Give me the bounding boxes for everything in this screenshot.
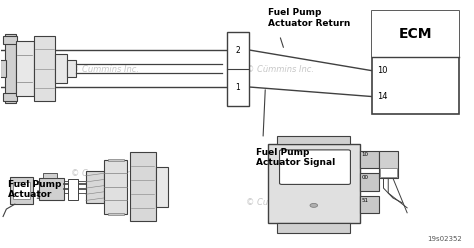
Text: 10: 10 — [361, 152, 368, 157]
Bar — [86, 171, 104, 203]
Bar — [55, 54, 67, 83]
Bar — [38, 178, 64, 200]
Bar — [108, 213, 124, 215]
Text: 00: 00 — [361, 176, 368, 181]
Bar — [130, 152, 156, 221]
Bar — [360, 195, 379, 213]
Text: 51: 51 — [361, 198, 368, 203]
Bar — [268, 144, 360, 223]
Bar — [43, 173, 57, 178]
Bar — [156, 167, 167, 207]
Bar — [10, 177, 33, 204]
Circle shape — [310, 203, 318, 207]
Bar — [277, 136, 350, 144]
Text: © Cummins Inc.: © Cummins Inc. — [246, 198, 313, 207]
Text: Fuel Pump
Actuator Return: Fuel Pump Actuator Return — [268, 8, 350, 28]
Text: © Cummins Inc.: © Cummins Inc. — [71, 65, 139, 74]
Bar — [12, 182, 30, 199]
Bar — [108, 158, 124, 161]
Text: © Cummins Inc.: © Cummins Inc. — [71, 169, 139, 178]
FancyBboxPatch shape — [280, 150, 350, 185]
Bar — [379, 151, 398, 178]
Text: 2: 2 — [35, 181, 39, 186]
Bar — [68, 180, 78, 200]
Text: Fuel Pump
Actuator: Fuel Pump Actuator — [8, 180, 61, 199]
Bar — [67, 60, 76, 77]
Bar — [16, 41, 34, 96]
Bar — [227, 31, 249, 105]
Bar — [2, 93, 17, 101]
Bar — [360, 151, 379, 168]
Bar — [5, 34, 16, 103]
Bar — [104, 160, 128, 214]
Text: 14: 14 — [377, 92, 388, 101]
Text: © Cümmins Inc.: © Cümmins Inc. — [246, 65, 313, 74]
Text: 1: 1 — [35, 195, 39, 200]
Bar — [34, 36, 55, 101]
Text: Fuel Pump
Actuator Signal: Fuel Pump Actuator Signal — [256, 148, 335, 167]
Bar — [372, 11, 459, 114]
Bar — [0, 60, 6, 77]
Text: 1: 1 — [236, 83, 240, 92]
Bar — [372, 11, 459, 57]
Bar — [360, 173, 379, 190]
Text: 2: 2 — [236, 46, 240, 55]
Text: 19s02352: 19s02352 — [427, 236, 462, 242]
Bar — [277, 223, 350, 233]
Bar — [2, 36, 17, 44]
Bar — [380, 168, 397, 177]
Text: ECM: ECM — [399, 27, 432, 41]
Text: 10: 10 — [377, 66, 388, 75]
